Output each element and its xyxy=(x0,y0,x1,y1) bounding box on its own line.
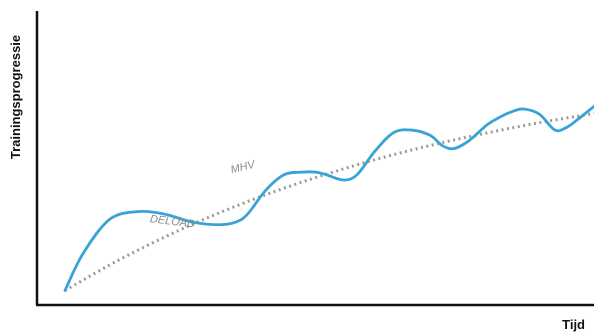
series-layer xyxy=(63,104,594,292)
progress-line xyxy=(63,104,594,292)
trend-line-dotted xyxy=(64,112,594,292)
annotation-deload: DELOAD xyxy=(149,213,195,230)
annotation-mhv: MHV xyxy=(229,158,257,176)
y-axis-title: Trainingsprogressie xyxy=(8,35,23,159)
x-axis-title: Tijd xyxy=(562,317,585,332)
